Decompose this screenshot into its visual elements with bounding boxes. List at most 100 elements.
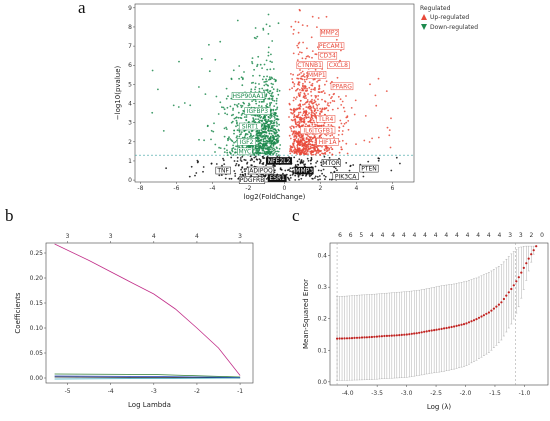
volcano-point: [268, 76, 271, 78]
volcano-point: [213, 122, 215, 125]
volcano-point: [324, 151, 327, 154]
volcano-point: [264, 137, 267, 140]
volcano-point: [377, 157, 380, 160]
volcano-point: [269, 145, 272, 148]
volcano-point: [309, 175, 311, 178]
volcano-point: [256, 144, 258, 146]
volcano-point: [240, 76, 243, 79]
volcano-point: [266, 155, 269, 158]
volcano-point: [300, 75, 303, 78]
cv-point: [443, 327, 446, 330]
volcano-point: [259, 141, 261, 144]
volcano-point: [266, 125, 269, 128]
volcano-point: [229, 152, 232, 155]
volcano-point: [325, 134, 328, 137]
x-axis-label: Log Lambda: [128, 401, 171, 409]
volcano-point: [267, 13, 270, 16]
x-tick-label: 0: [282, 185, 286, 192]
cv-point: [527, 257, 530, 260]
volcano-point: [302, 124, 305, 126]
volcano-point: [293, 83, 296, 85]
volcano-point: [292, 52, 295, 55]
volcano-point: [296, 74, 299, 77]
volcano-point: [235, 163, 238, 165]
volcano-point: [282, 172, 284, 175]
x-tick-label: -2: [245, 185, 251, 192]
volcano-point: [265, 142, 268, 145]
gene-label-box: [330, 82, 354, 91]
gene-label: TLR4: [317, 116, 333, 123]
volcano-point: [264, 152, 267, 155]
volcano-point: [258, 74, 261, 77]
volcano-point: [198, 138, 200, 141]
volcano-point: [292, 171, 295, 174]
y-tick-label: 5: [128, 81, 132, 88]
volcano-point: [324, 178, 326, 181]
volcano-point: [225, 144, 228, 147]
cv-point: [355, 336, 359, 339]
volcano-point: [307, 124, 309, 127]
cv-point: [410, 332, 413, 335]
cv-point: [472, 319, 476, 322]
volcano-point: [377, 77, 380, 80]
volcano-point: [309, 117, 312, 120]
volcano-point: [325, 80, 328, 83]
volcano-point: [271, 61, 273, 63]
volcano-point: [228, 136, 230, 139]
volcano-point: [265, 135, 268, 138]
volcano-point: [297, 174, 300, 177]
volcano-point: [271, 86, 273, 89]
volcano-point: [294, 164, 297, 166]
volcano-point: [341, 100, 344, 103]
volcano-point: [268, 92, 271, 95]
volcano-point: [345, 121, 348, 124]
volcano-point: [291, 78, 294, 80]
volcano-point: [317, 178, 319, 181]
volcano-point: [151, 111, 154, 114]
volcano-point: [234, 172, 237, 175]
volcano-point: [273, 115, 275, 118]
volcano-point: [311, 140, 314, 143]
cv-point: [375, 335, 378, 338]
volcano-point: [273, 152, 276, 154]
volcano-point: [304, 57, 307, 60]
volcano-point: [259, 63, 262, 66]
volcano-point: [275, 139, 278, 142]
volcano-point: [321, 108, 324, 111]
volcano-point: [297, 21, 300, 24]
gene-label: PIK3CA: [335, 173, 357, 180]
volcano-point: [223, 151, 226, 154]
cv-point: [353, 336, 356, 339]
volcano-point: [275, 102, 278, 105]
gene-label-box: [319, 28, 339, 37]
volcano-point: [386, 126, 389, 129]
volcano-point: [214, 58, 217, 61]
volcano-point: [249, 159, 252, 162]
volcano-point: [267, 91, 270, 94]
cv-point: [535, 245, 538, 248]
volcano-point: [261, 152, 264, 155]
cv-point: [467, 321, 471, 324]
volcano-point: [298, 84, 301, 86]
volcano-point: [303, 76, 306, 78]
coefficient-path-5: [54, 377, 241, 380]
y-tick-label: 9: [128, 5, 132, 12]
volcano-point: [271, 91, 274, 94]
volcano-point: [330, 124, 333, 127]
volcano-point: [291, 167, 294, 170]
volcano-point: [189, 104, 192, 107]
volcano-point: [307, 149, 309, 151]
volcano-point: [312, 105, 315, 108]
volcano-point: [305, 78, 308, 81]
volcano-point: [329, 134, 332, 137]
volcano-point: [299, 119, 302, 121]
volcano-point: [265, 178, 268, 180]
volcano-point: [223, 163, 226, 166]
volcano-point: [314, 141, 317, 144]
volcano-point: [299, 93, 301, 96]
volcano-point: [295, 125, 298, 128]
volcano-point: [297, 77, 300, 80]
volcano-point: [346, 115, 349, 118]
volcano-point: [229, 138, 232, 140]
volcano-point: [289, 167, 292, 170]
